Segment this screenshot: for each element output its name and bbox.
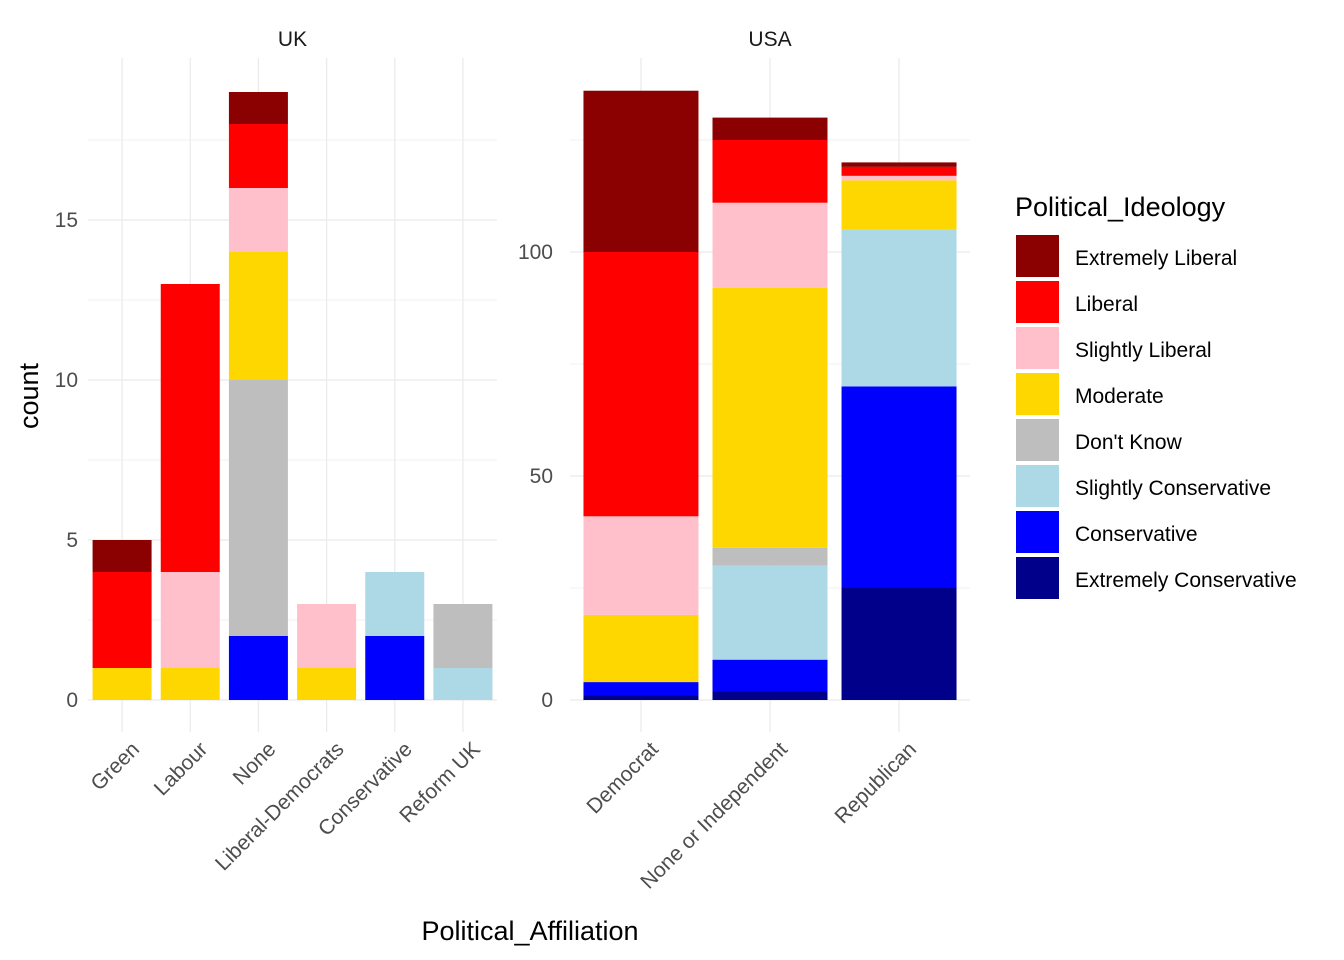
bar-segment-democrat-conservative <box>583 682 699 696</box>
x-tick-label: None <box>229 738 281 790</box>
bar-segment-labour-liberal <box>160 284 220 572</box>
legend-label: Slightly Liberal <box>1075 339 1212 362</box>
legend-swatch <box>1016 281 1059 323</box>
bar-segment-democrat-liberal <box>583 252 699 517</box>
legend-label: Liberal <box>1075 293 1138 316</box>
bar-segment-republican-slightly-conservative <box>841 229 957 387</box>
bar-segment-none-or-independent-don-t-know <box>712 547 828 566</box>
y-tick-label: 5 <box>66 529 78 552</box>
bar-segment-republican-slightly-liberal <box>841 175 957 181</box>
x-tick-label: Democrat <box>582 738 663 819</box>
bar-segment-liberal-democrats-slightly-liberal <box>297 604 357 668</box>
bar-segment-democrat-moderate <box>583 614 699 683</box>
bar-segment-none-or-independent-extremely-conservative <box>712 691 828 700</box>
bar-segment-none-or-independent-extremely-liberal <box>712 117 828 140</box>
legend: Extremely Liberal Liberal Slightly Liberal… <box>1016 235 1297 599</box>
bar-segment-none-or-independent-slightly-conservative <box>712 565 828 660</box>
x-tick-label: None or Independent <box>636 738 792 894</box>
legend-swatch <box>1016 373 1059 415</box>
bar-segment-democrat-slightly-liberal <box>583 516 699 615</box>
legend-label: Extremely Conservative <box>1075 569 1297 592</box>
bar-segment-green-liberal <box>92 572 152 668</box>
bar-segment-none-or-independent-slightly-liberal <box>712 202 828 288</box>
bar-segment-none-don-t-know <box>228 380 288 636</box>
y-axis-title: count <box>14 362 44 429</box>
y-tick-label: 10 <box>55 369 78 392</box>
bar-segment-republican-liberal <box>841 166 957 176</box>
bar-segment-none-or-independent-liberal <box>712 140 828 203</box>
bar-segment-none-extremely-liberal <box>228 92 288 124</box>
legend-title: Political_Ideology <box>1015 192 1226 222</box>
legend-label: Extremely Liberal <box>1075 247 1237 270</box>
x-tick-label: Republican <box>830 738 921 829</box>
legend-label: Moderate <box>1075 385 1164 408</box>
bar-segment-republican-extremely-liberal <box>841 162 957 167</box>
x-tick-label: Liberal-Democrats <box>211 738 349 876</box>
bar-segment-green-moderate <box>92 668 152 700</box>
bar-segment-democrat-extremely-conservative <box>583 695 699 700</box>
bar-segment-reform-uk-slightly-conservative <box>433 668 493 700</box>
legend-swatch <box>1016 511 1059 553</box>
x-tick-label: Labour <box>150 738 213 801</box>
bar-segment-reform-uk-don-t-know <box>433 604 493 668</box>
legend-label: Slightly Conservative <box>1075 477 1271 500</box>
bar-segment-democrat-extremely-liberal <box>583 90 699 252</box>
bar-segment-conservative-conservative <box>365 636 425 700</box>
bar-segment-none-or-independent-moderate <box>712 287 828 548</box>
bar-segment-liberal-democrats-moderate <box>297 668 357 700</box>
legend-label: Don't Know <box>1075 431 1183 454</box>
bar-segment-green-extremely-liberal <box>92 540 152 572</box>
legend-swatch <box>1016 557 1059 599</box>
bar-segment-conservative-slightly-conservative <box>365 572 425 636</box>
facet-strip-label: USA <box>748 28 791 51</box>
facet-strip-label: UK <box>278 28 307 51</box>
x-tick-label: Green <box>87 738 145 796</box>
legend-swatch <box>1016 419 1059 461</box>
y-tick-label: 15 <box>55 209 78 232</box>
x-axis-title: Political_Affiliation <box>421 916 638 946</box>
bar-segment-republican-conservative <box>841 386 957 588</box>
bar-segment-republican-moderate <box>841 180 957 230</box>
legend-swatch <box>1016 235 1059 277</box>
bar-segment-none-or-independent-conservative <box>712 659 828 692</box>
legend-label: Conservative <box>1075 523 1198 546</box>
y-tick-label: 50 <box>530 465 553 488</box>
bar-segment-none-conservative <box>228 636 288 700</box>
bar-segment-none-liberal <box>228 124 288 188</box>
y-tick-label: 100 <box>518 241 553 264</box>
bar-segment-none-moderate <box>228 252 288 380</box>
bar-segment-republican-extremely-conservative <box>841 588 957 700</box>
bar-segment-none-slightly-liberal <box>228 188 288 252</box>
y-tick-label: 0 <box>541 689 553 712</box>
y-tick-label: 0 <box>66 689 78 712</box>
bar-segment-labour-moderate <box>160 668 220 700</box>
bar-segment-labour-slightly-liberal <box>160 572 220 668</box>
legend-swatch <box>1016 327 1059 369</box>
legend-swatch <box>1016 465 1059 507</box>
